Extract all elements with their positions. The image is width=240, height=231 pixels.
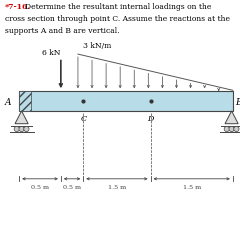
- Text: C: C: [80, 115, 86, 123]
- Text: supports A and B are vertical.: supports A and B are vertical.: [5, 27, 119, 34]
- Circle shape: [229, 127, 234, 132]
- Circle shape: [24, 127, 29, 132]
- Text: D: D: [147, 115, 154, 123]
- Text: Determine the resultant internal loadings on the: Determine the resultant internal loading…: [25, 3, 212, 11]
- Circle shape: [234, 127, 239, 132]
- Circle shape: [14, 127, 19, 132]
- Polygon shape: [15, 111, 28, 124]
- Bar: [19, 92, 233, 111]
- Circle shape: [224, 127, 229, 132]
- Text: 1.5 m: 1.5 m: [183, 184, 201, 189]
- Bar: [19, 92, 31, 111]
- Text: B: B: [235, 97, 240, 106]
- Text: 0.5 m: 0.5 m: [63, 184, 81, 189]
- Text: 1.5 m: 1.5 m: [108, 184, 126, 189]
- Circle shape: [19, 127, 24, 132]
- Text: cross section through point C. Assume the reactions at the: cross section through point C. Assume th…: [5, 15, 230, 23]
- Text: 6 kN: 6 kN: [42, 49, 60, 57]
- Polygon shape: [225, 111, 238, 124]
- Text: 0.5 m: 0.5 m: [31, 184, 49, 189]
- Text: *7-16.: *7-16.: [5, 3, 31, 11]
- Text: 3 kN/m: 3 kN/m: [83, 42, 111, 50]
- Text: A: A: [5, 97, 12, 106]
